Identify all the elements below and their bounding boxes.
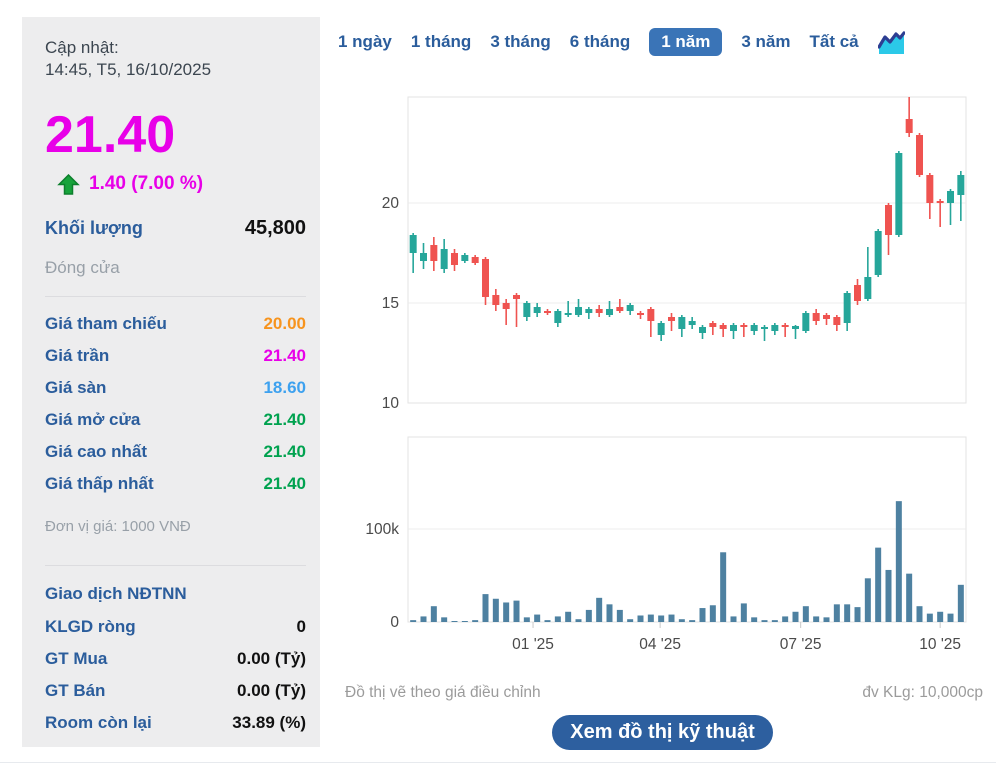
tab-1-nam[interactable]: 1 năm xyxy=(649,28,723,56)
row-value: 0.00 (Tỷ) xyxy=(237,681,306,700)
svg-text:0: 0 xyxy=(390,614,399,631)
foreign-trading-table: KLGD ròng 0 GT Mua 0.00 (Tỷ) GT Bán 0.00… xyxy=(45,617,306,733)
divider xyxy=(45,565,306,566)
row-label: Giá tham chiếu xyxy=(45,314,167,333)
svg-text:10 '25: 10 '25 xyxy=(919,636,961,653)
row-label: Giá thấp nhất xyxy=(45,474,154,493)
table-row: GT Mua 0.00 (Tỷ) xyxy=(45,649,306,669)
table-row: Giá sàn 18.60 xyxy=(45,378,306,398)
foreign-trading-title: Giao dịch NĐTNN xyxy=(45,584,187,603)
row-label: Giá sàn xyxy=(45,378,107,397)
row-value: 0 xyxy=(296,617,306,636)
technical-chart-button[interactable]: Xem đồ thị kỹ thuật xyxy=(552,715,773,750)
updated-block: Cập nhật: 14:45, T5, 16/10/2025 xyxy=(45,37,306,81)
tab-6-thang[interactable]: 6 tháng xyxy=(569,32,631,51)
adjusted-price-note: Đồ thị vẽ theo giá điều chỉnh xyxy=(345,684,541,701)
volume-value: 45,800 xyxy=(244,217,306,239)
divider xyxy=(0,762,996,763)
row-label: GT Bán xyxy=(45,681,106,700)
row-label: Giá cao nhất xyxy=(45,442,148,461)
row-value: 21.40 xyxy=(263,410,306,429)
updated-time: 14:45, T5, 16/10/2025 xyxy=(45,60,212,79)
table-row: Giá tham chiếu 20.00 xyxy=(45,314,306,334)
up-arrow-icon xyxy=(57,173,80,195)
last-price: 21.40 xyxy=(45,106,176,164)
table-row: Giá trần 21.40 xyxy=(45,346,306,366)
updated-label: Cập nhật: xyxy=(45,38,119,57)
volume-unit-note: đv KLg: 10,000cp xyxy=(862,684,983,701)
row-value: 33.89 (%) xyxy=(232,713,306,732)
tab-3-nam[interactable]: 3 năm xyxy=(741,32,791,51)
volume-label: Khối lượng xyxy=(45,218,143,238)
price-unit-note: Đơn vị giá: 1000 VNĐ xyxy=(45,518,191,535)
area-chart-icon[interactable] xyxy=(877,30,905,55)
table-row: Giá cao nhất 21.40 xyxy=(45,442,306,462)
svg-text:100k: 100k xyxy=(365,521,399,538)
table-row: KLGD ròng 0 xyxy=(45,617,306,637)
period-tabs: 1 ngày 1 tháng 3 tháng 6 tháng 1 năm 3 n… xyxy=(338,27,905,57)
svg-text:01 '25: 01 '25 xyxy=(512,636,554,653)
svg-text:07 '25: 07 '25 xyxy=(780,636,822,653)
row-value: 21.40 xyxy=(263,474,306,493)
tab-tat-ca[interactable]: Tất cả xyxy=(809,32,859,51)
tab-1-thang[interactable]: 1 tháng xyxy=(410,32,472,51)
price-change-row: 1.40 (7.00 %) xyxy=(57,173,306,195)
row-label: Giá mở cửa xyxy=(45,410,141,429)
table-row: Giá mở cửa 21.40 xyxy=(45,410,306,430)
row-label: Giá trần xyxy=(45,346,110,365)
table-row: Giá thấp nhất 21.40 xyxy=(45,474,306,494)
row-value: 18.60 xyxy=(263,378,306,397)
volume-row: Khối lượng 45,800 xyxy=(45,217,306,240)
svg-text:10: 10 xyxy=(382,395,400,412)
divider xyxy=(45,296,306,297)
row-value: 21.40 xyxy=(263,346,306,365)
svg-text:04 '25: 04 '25 xyxy=(639,636,681,653)
table-row: Room còn lại 33.89 (%) xyxy=(45,713,306,733)
tab-3-thang[interactable]: 3 tháng xyxy=(490,32,551,51)
row-value: 21.40 xyxy=(263,442,306,461)
svg-text:15: 15 xyxy=(382,295,399,312)
table-row: GT Bán 0.00 (Tỷ) xyxy=(45,681,306,701)
row-value: 0.00 (Tỷ) xyxy=(237,649,306,668)
row-value: 20.00 xyxy=(263,314,306,333)
session-status: Đóng cửa xyxy=(45,258,120,277)
quote-sidebar: Cập nhật: 14:45, T5, 16/10/2025 21.40 1.… xyxy=(22,17,320,747)
price-reference-table: Giá tham chiếu 20.00 Giá trần 21.40 Giá … xyxy=(45,314,306,494)
price-change: 1.40 (7.00 %) xyxy=(89,173,204,194)
row-label: KLGD ròng xyxy=(45,617,136,636)
row-label: GT Mua xyxy=(45,649,108,668)
tab-1-ngay[interactable]: 1 ngày xyxy=(338,32,392,51)
row-label: Room còn lại xyxy=(45,713,152,732)
svg-text:20: 20 xyxy=(382,195,400,212)
